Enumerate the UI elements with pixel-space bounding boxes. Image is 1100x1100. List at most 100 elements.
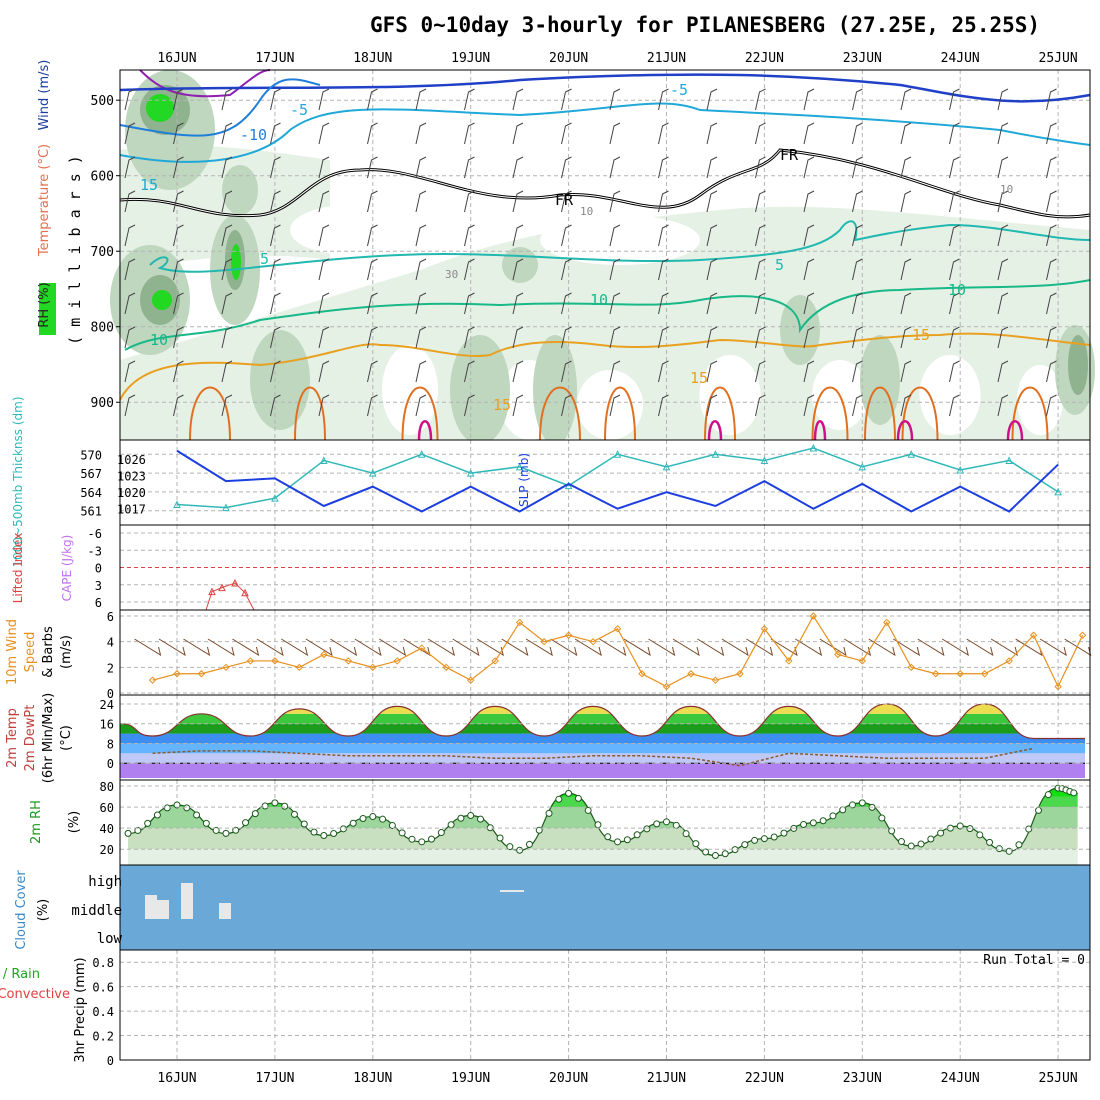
wind-speed-marker [858, 657, 867, 665]
wind-barb [464, 360, 475, 383]
rh-marker [594, 821, 602, 829]
wind-barb [1046, 88, 1057, 111]
y-tick-label: 800 [91, 321, 114, 336]
rh-marker [702, 848, 710, 856]
wind-speed-marker [197, 670, 206, 678]
wind-barb [512, 360, 524, 383]
wind-barb [803, 258, 815, 281]
thickness-marker [173, 500, 181, 508]
date-label-top: 24JUN [941, 51, 980, 66]
wind-barb [367, 292, 378, 315]
cloud-block [145, 895, 157, 919]
date-label-top: 23JUN [843, 51, 882, 66]
contour-label: 15 [690, 369, 708, 387]
rh-marker [388, 821, 396, 829]
wind-barb [852, 360, 863, 383]
rh-marker [281, 802, 289, 810]
cloud-block [181, 883, 193, 919]
wind-speed-marker [638, 670, 646, 678]
rh-marker [692, 840, 700, 848]
rh-dry-pocket [1017, 365, 1063, 435]
wind-barb [270, 190, 281, 213]
wind-speed-marker [442, 663, 450, 672]
rh-marker [858, 799, 866, 807]
rh-marker [809, 819, 817, 827]
wind-barb [900, 88, 912, 111]
wind-barb [706, 122, 718, 145]
wind-barb [525, 638, 553, 657]
wind-speed-marker [295, 663, 304, 672]
date-label-top: 16JUN [157, 51, 196, 66]
y-tick-label: 3 [95, 579, 102, 593]
wind-barb [173, 326, 184, 349]
temp-bands [120, 703, 1085, 778]
rh-marker [457, 814, 465, 822]
wind-barb [900, 360, 912, 383]
wind-speed-marker [418, 644, 426, 652]
thickness-marker [956, 465, 965, 474]
rh-marker [418, 838, 426, 846]
wind-barb [173, 122, 184, 145]
wind-barb [949, 326, 960, 349]
wind-barb [1046, 190, 1057, 213]
wind-barb [270, 326, 281, 349]
rh-marker [163, 804, 171, 812]
wind-barb [990, 638, 1018, 657]
wind-barb [561, 258, 572, 281]
wind-barb [1046, 394, 1057, 417]
wind-barb [318, 224, 330, 247]
wind-speed-marker [736, 670, 744, 678]
wind-speed-marker [1005, 657, 1013, 665]
rh-marker [907, 842, 915, 850]
wind-barb [367, 394, 378, 417]
rh-marker [222, 829, 230, 837]
wind-barb [464, 190, 475, 213]
ylabel-wind10: 10m Wind [5, 619, 20, 685]
wind-barb [852, 88, 863, 111]
wind-barb [803, 122, 815, 145]
ylabel-rh: RH (%) [37, 282, 52, 327]
wind-barb [949, 122, 960, 145]
rh-marker [408, 835, 416, 843]
wind-barb [706, 190, 718, 213]
wind-barb [755, 360, 766, 383]
wind-barb [1046, 360, 1057, 383]
contour-label: 10 [1000, 183, 1013, 196]
panel-frame [119, 949, 1091, 1061]
cloud-block [500, 890, 524, 892]
rh-marker [428, 835, 436, 843]
wind-barb [900, 156, 912, 179]
wind-barb [318, 360, 330, 383]
wind-barb [464, 326, 475, 349]
y-tick-label: -6 [88, 527, 102, 541]
wind-barb [795, 638, 823, 657]
rh-marker [467, 811, 475, 819]
rh-marker [134, 826, 142, 834]
wind-barb [270, 156, 281, 179]
rh-marker [476, 815, 484, 823]
wind-barb [550, 638, 578, 657]
wind-barb [997, 190, 1009, 213]
upper-air-panel [39, 69, 1095, 445]
ylabel-millibars: ( m i l l i b a r s ) [66, 155, 84, 345]
wind-barb [270, 88, 281, 111]
wind-barb [124, 156, 136, 179]
wind-barb [900, 292, 912, 315]
wind-barb [1064, 638, 1092, 657]
rh-marker [398, 829, 406, 837]
wind-barb [997, 224, 1009, 247]
wind-barb [1046, 122, 1057, 145]
wind-barb [755, 292, 766, 315]
rh-marker [212, 826, 220, 834]
thickness-marker [809, 443, 818, 452]
wind-barb [183, 638, 211, 657]
wind-barb [1039, 638, 1067, 657]
wind-barb [415, 122, 427, 145]
rh-marker [672, 821, 680, 829]
wind-speed-marker [760, 625, 769, 633]
wind-barb [232, 638, 260, 657]
wind-barb [173, 88, 184, 111]
wind-barb [464, 88, 475, 111]
wind-speed-marker [320, 650, 328, 659]
